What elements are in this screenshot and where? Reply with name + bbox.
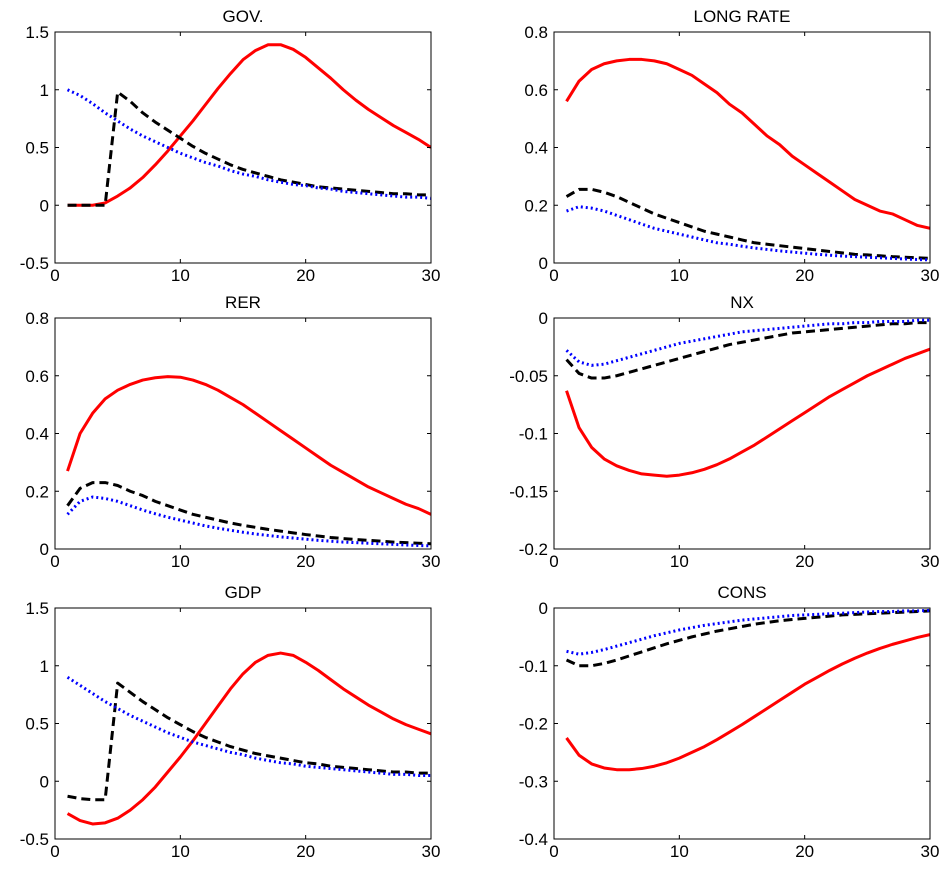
y-tick-label: 0 <box>539 309 548 328</box>
x-tick-label: 10 <box>670 842 689 861</box>
series-line-solid <box>565 347 930 478</box>
series-line-dotted <box>566 205 930 262</box>
subplot-1: LONG RATE 0 10 20 30 0 0.2 0.4 0.6 0.8 <box>524 7 939 285</box>
series-line-dotted <box>66 88 431 200</box>
x-tick-label: 20 <box>795 552 814 571</box>
y-tick-label: 0.6 <box>25 367 49 386</box>
plot-frame <box>54 607 432 840</box>
y-tick-label: 0 <box>539 599 548 618</box>
subplot-0: GOV.0 10 20 30-0.500.511.5 <box>20 7 441 285</box>
x-tick-label: 10 <box>670 552 689 571</box>
series-group <box>66 375 431 548</box>
y-tick-label: 0.6 <box>524 81 548 100</box>
x-tick-label: 0 <box>549 266 558 285</box>
x-tick-label: 10 <box>171 842 190 861</box>
x-tick-label: 20 <box>795 266 814 285</box>
y-tick-label: 1 <box>40 657 49 676</box>
y-tick-label: 0.5 <box>25 139 49 158</box>
x-tick-label: 30 <box>422 842 441 861</box>
subplot-title: GOV. <box>223 7 264 26</box>
series-line-dashed <box>565 187 930 260</box>
series-line-solid <box>66 651 431 826</box>
plot-frame <box>553 317 931 550</box>
subplot-3: NX 0 10 20 30 -0.2 -0.15 -0.1 -0.05 0 <box>509 293 939 571</box>
series-line-dashed <box>66 481 431 546</box>
y-tick-label: 1.5 <box>25 599 49 618</box>
y-tick-label: 0 <box>40 196 49 215</box>
series-line-dashed <box>565 321 930 380</box>
y-tick-label: -0.15 <box>509 482 548 501</box>
x-tick-label: 30 <box>422 552 441 571</box>
subplot-2: RER 0 10 20 30 0 0.2 0.4 0.6 0.8 <box>25 293 440 571</box>
y-tick-label: 0.8 <box>25 309 49 328</box>
series-group <box>565 318 930 478</box>
y-tick-label: 0.4 <box>25 425 49 444</box>
series-group <box>565 57 930 262</box>
y-tick-label: 0.4 <box>524 139 548 158</box>
series-line-dashed <box>67 681 431 802</box>
y-tick-label: -0.2 <box>519 715 548 734</box>
x-tick-label: 0 <box>50 266 59 285</box>
x-tick-label: 20 <box>795 842 814 861</box>
x-tick-label: 10 <box>171 552 190 571</box>
y-tick-label: 0 <box>40 540 49 559</box>
y-tick-label: -0.05 <box>509 367 548 386</box>
y-tick-label: 0.2 <box>25 482 49 501</box>
plot-frame <box>553 31 931 264</box>
subplot-title: RER <box>225 293 261 312</box>
series-line-solid <box>66 375 431 516</box>
y-tick-label: -0.5 <box>20 830 49 849</box>
x-tick-label: 0 <box>549 552 558 571</box>
series-line-solid <box>67 43 431 207</box>
series-group <box>66 651 431 826</box>
x-tick-label: 30 <box>422 266 441 285</box>
x-tick-label: 20 <box>296 266 315 285</box>
x-tick-label: 0 <box>50 552 59 571</box>
plot-frame <box>54 317 432 550</box>
x-tick-label: 0 <box>549 842 558 861</box>
y-tick-label: -0.1 <box>519 425 548 444</box>
series-line-dashed <box>67 90 431 207</box>
x-tick-label: 10 <box>670 266 689 285</box>
x-tick-label: 20 <box>296 842 315 861</box>
y-tick-label: 0.5 <box>25 715 49 734</box>
series-line-solid <box>565 633 930 772</box>
series-group <box>565 608 930 772</box>
x-tick-label: 0 <box>50 842 59 861</box>
subplot-title: LONG RATE <box>694 7 791 26</box>
series-line-dotted <box>66 676 431 777</box>
x-tick-label: 10 <box>171 266 190 285</box>
y-tick-label: -0.3 <box>519 772 548 791</box>
y-tick-label: 0.8 <box>524 23 548 42</box>
series-line-dotted <box>566 608 930 656</box>
series-group <box>66 43 431 207</box>
y-tick-label: 0 <box>40 772 49 791</box>
subplot-title: CONS <box>717 583 766 602</box>
x-tick-label: 30 <box>921 552 940 571</box>
series-line-dotted <box>565 318 930 367</box>
subplot-title: NX <box>730 293 754 312</box>
subplot-5: CONS 0 10 20 30 -0.4 -0.3 -0.2 -0.1 0 <box>519 583 940 861</box>
y-tick-label: 0 <box>539 254 548 273</box>
series-line-dotted <box>66 495 431 548</box>
x-tick-label: 20 <box>296 552 315 571</box>
y-tick-label: 0.2 <box>524 196 548 215</box>
series-line-solid <box>565 57 930 230</box>
x-tick-label: 30 <box>921 266 940 285</box>
y-tick-label: -0.4 <box>519 830 548 849</box>
plot-frame <box>54 31 432 264</box>
series-line-dashed <box>565 609 930 668</box>
y-tick-label: 1 <box>40 81 49 100</box>
y-tick-label: -0.5 <box>20 254 49 273</box>
subplot-title: GDP <box>225 583 262 602</box>
y-tick-label: -0.2 <box>519 540 548 559</box>
y-tick-label: -0.1 <box>519 657 548 676</box>
y-tick-label: 1.5 <box>25 23 49 42</box>
x-tick-label: 30 <box>921 842 940 861</box>
